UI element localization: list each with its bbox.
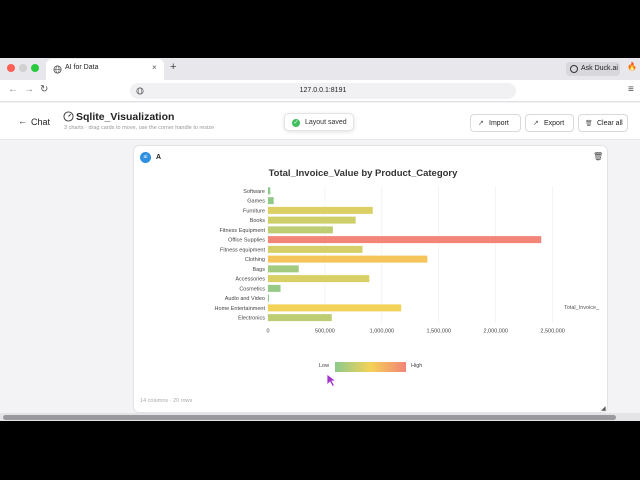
bar-software[interactable]	[268, 187, 271, 195]
legend-low-label: Low	[319, 363, 329, 369]
bar-cosmetics[interactable]	[268, 284, 281, 292]
import-label: Import	[489, 120, 509, 127]
bar-games[interactable]	[268, 197, 274, 205]
bar-clothing[interactable]	[268, 255, 428, 263]
x-tick-label: 2,000,000	[483, 329, 507, 335]
back-to-chat-button[interactable]: Chat	[31, 117, 51, 127]
y-tick-label: Accessories	[235, 277, 265, 283]
ai-avatar-icon: ai	[140, 152, 151, 163]
check-icon: ✓	[292, 119, 300, 127]
x-tick-label: 1,000,000	[370, 329, 394, 335]
tab-close-icon[interactable]: ×	[152, 63, 157, 72]
mouse-cursor-icon	[326, 373, 338, 387]
dashboard-gauge-icon	[63, 111, 74, 122]
card-label: A	[156, 154, 162, 161]
bar-office-supplies[interactable]	[268, 236, 542, 244]
reload-icon[interactable]: ↻	[40, 84, 49, 95]
delete-card-icon[interactable]: 🗑	[593, 152, 604, 161]
browser-window: AI for Data × + Ask Duck.ai 🔥 ← → ↻ 127.…	[0, 58, 640, 421]
page-title: Sqlite_Visualization	[76, 111, 175, 123]
flame-icon[interactable]: 🔥	[627, 62, 637, 71]
y-tick-label: Office Supplies	[228, 238, 265, 244]
legend-gradient-bar	[335, 362, 406, 372]
scrollbar-thumb[interactable]	[3, 414, 616, 420]
address-bar[interactable]: 127.0.0.1:8191	[130, 83, 516, 99]
y-tick-label: Games	[247, 199, 265, 205]
y-tick-label: Fitness equipment	[220, 247, 265, 253]
ask-duck-ai-label: Ask Duck.ai	[581, 65, 618, 72]
back-arrow-icon[interactable]: ←	[18, 116, 27, 126]
ask-duck-ai-button[interactable]: Ask Duck.ai	[566, 62, 620, 76]
bar-accessories[interactable]	[268, 275, 370, 283]
bar-fitness-equipment[interactable]	[268, 245, 363, 253]
clear-all-button[interactable]: 🗑 Clear all	[578, 114, 628, 132]
y-tick-label: Fitness Equipment	[219, 228, 265, 234]
letterbox-top	[0, 0, 640, 58]
trash-icon: 🗑	[585, 121, 593, 127]
chat-bubble-icon	[570, 65, 578, 73]
horizontal-scrollbar[interactable]	[0, 413, 640, 421]
bar-chart: Total_Invoice_Value by Product_Category …	[215, 168, 600, 372]
back-nav-icon[interactable]: ←	[8, 84, 18, 95]
tab-title: AI for Data	[65, 64, 99, 71]
export-label: Export	[544, 120, 565, 127]
card-footer: 14 columns · 20 rows	[140, 398, 193, 404]
x-tick-label: 2,500,000	[540, 329, 564, 335]
minimize-window-button[interactable]	[19, 64, 27, 72]
maximize-window-button[interactable]	[31, 64, 39, 72]
export-button[interactable]: ↗ Export	[525, 114, 574, 132]
x-tick-label: 500,000	[315, 329, 335, 335]
menu-icon[interactable]: ≡	[628, 84, 634, 95]
chart-card[interactable]: ai A 🗑 Total_Invoice_Value by Product_Ca…	[133, 145, 608, 413]
y-tick-label: Clothing	[245, 257, 265, 263]
bar-furniture[interactable]	[268, 206, 373, 214]
new-tab-button[interactable]: +	[170, 61, 177, 73]
app-header: ← Chat Sqlite_Visualization 3 charts · d…	[0, 103, 640, 140]
x-tick-label: 0	[266, 329, 269, 335]
close-window-button[interactable]	[7, 64, 15, 72]
export-icon: ↗	[533, 120, 539, 127]
clear-all-label: Clear all	[597, 120, 623, 127]
bar-books[interactable]	[268, 216, 356, 224]
y-tick-label: Audio and Video	[225, 296, 265, 302]
bar-bags[interactable]	[268, 265, 299, 273]
y-tick-label: Bags	[252, 267, 265, 273]
y-tick-label: Cosmetics	[239, 286, 265, 292]
x-axis-label: Total_Invoice_	[564, 305, 600, 311]
y-tick-label: Home Entertainment	[215, 306, 266, 312]
address-toolbar: ← → ↻ 127.0.0.1:8191 ≡	[0, 80, 640, 102]
url-text: 127.0.0.1:8191	[299, 87, 347, 94]
import-icon: ↗	[478, 120, 484, 127]
tab-strip: AI for Data × + Ask Duck.ai 🔥	[0, 58, 640, 80]
bar-home-entertainment[interactable]	[268, 304, 402, 312]
y-tick-label: Books	[250, 218, 266, 224]
tab-ai-for-data[interactable]: AI for Data ×	[46, 59, 164, 80]
resize-handle-icon[interactable]: ◢	[601, 406, 606, 412]
chart-title: Total_Invoice_Value by Product_Category	[269, 168, 459, 179]
y-tick-label: Electronics	[238, 316, 265, 322]
legend-high-label: High	[411, 363, 422, 369]
bar-electronics[interactable]	[268, 314, 332, 322]
bar-fitness-equipment[interactable]	[268, 226, 333, 234]
globe-icon	[53, 65, 62, 74]
forward-nav-icon[interactable]: →	[24, 84, 34, 95]
layout-saved-toast: ✓ Layout saved	[284, 113, 354, 131]
x-tick-label: 1,500,000	[427, 329, 451, 335]
letterbox-bottom	[0, 421, 640, 480]
site-info-icon[interactable]	[136, 87, 144, 95]
bar-audio-and-video[interactable]	[268, 294, 269, 302]
page-subtitle: 3 charts · drag cards to move, use the c…	[64, 125, 215, 131]
import-button[interactable]: ↗ Import	[470, 114, 521, 132]
dashboard-canvas: ai A 🗑 Total_Invoice_Value by Product_Ca…	[0, 140, 640, 421]
y-tick-label: Software	[243, 189, 265, 195]
y-tick-label: Furniture	[243, 208, 265, 214]
toast-label: Layout saved	[305, 119, 347, 126]
